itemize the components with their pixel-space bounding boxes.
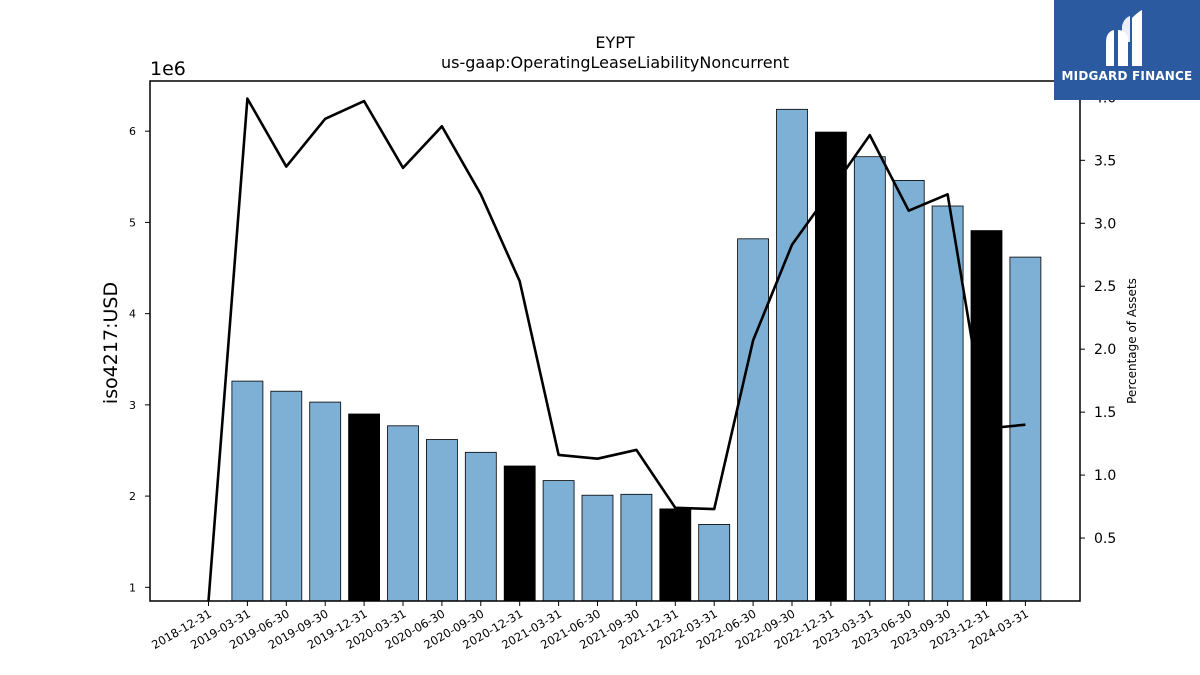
y2-tick-label: 1.0 bbox=[1094, 468, 1116, 484]
bar bbox=[737, 238, 769, 602]
bar bbox=[815, 131, 847, 602]
y-tick-label: 4 bbox=[129, 308, 136, 321]
bar bbox=[659, 508, 692, 602]
bar bbox=[270, 390, 303, 602]
y2-tick-label: 0.5 bbox=[1094, 531, 1116, 547]
plot-frame bbox=[149, 80, 1081, 602]
y2-axis-label: Percentage of Assets bbox=[1125, 278, 1139, 404]
bar bbox=[1009, 256, 1042, 602]
y2-tick-label: 2.0 bbox=[1094, 342, 1116, 358]
line-layer bbox=[207, 97, 1026, 602]
bar bbox=[892, 179, 925, 602]
brand-logo: MIDGARD FINANCE bbox=[1054, 0, 1200, 100]
bar bbox=[348, 413, 381, 602]
logo-mark-icon bbox=[1106, 10, 1142, 66]
y-tick-label: 5 bbox=[129, 216, 136, 229]
chart-subtitle: us-gaap:OperatingLeaseLiabilityNoncurren… bbox=[441, 53, 789, 72]
y-tick-label: 6 bbox=[129, 125, 136, 138]
bar bbox=[425, 439, 458, 602]
bar bbox=[620, 493, 653, 602]
chart-title: EYPT bbox=[595, 33, 635, 52]
bar bbox=[309, 401, 342, 602]
y2-tick-label: 1.5 bbox=[1094, 405, 1116, 421]
percentage-line bbox=[207, 97, 1026, 602]
bar bbox=[931, 205, 964, 602]
bar bbox=[542, 480, 575, 602]
y-tick-label: 1 bbox=[129, 581, 136, 594]
y-tick-label: 2 bbox=[129, 490, 136, 503]
bar bbox=[231, 380, 264, 602]
bar bbox=[853, 156, 886, 602]
bar bbox=[776, 108, 808, 602]
bar bbox=[503, 465, 536, 602]
bar bbox=[581, 494, 614, 602]
y2-tick-label: 2.5 bbox=[1094, 279, 1116, 295]
y2-tick-label: 3.0 bbox=[1094, 216, 1116, 232]
bar bbox=[698, 524, 731, 602]
y-offset-text: 1e6 bbox=[150, 58, 186, 80]
bars-layer bbox=[231, 108, 1042, 602]
logo-text: MIDGARD FINANCE bbox=[1061, 69, 1193, 83]
bar bbox=[464, 451, 497, 602]
y-tick-label: 3 bbox=[129, 399, 136, 412]
y-axis-label: iso4217:USD bbox=[100, 282, 122, 404]
bar bbox=[970, 230, 1003, 602]
bar bbox=[387, 425, 419, 602]
y2-tick-label: 3.5 bbox=[1094, 153, 1116, 169]
